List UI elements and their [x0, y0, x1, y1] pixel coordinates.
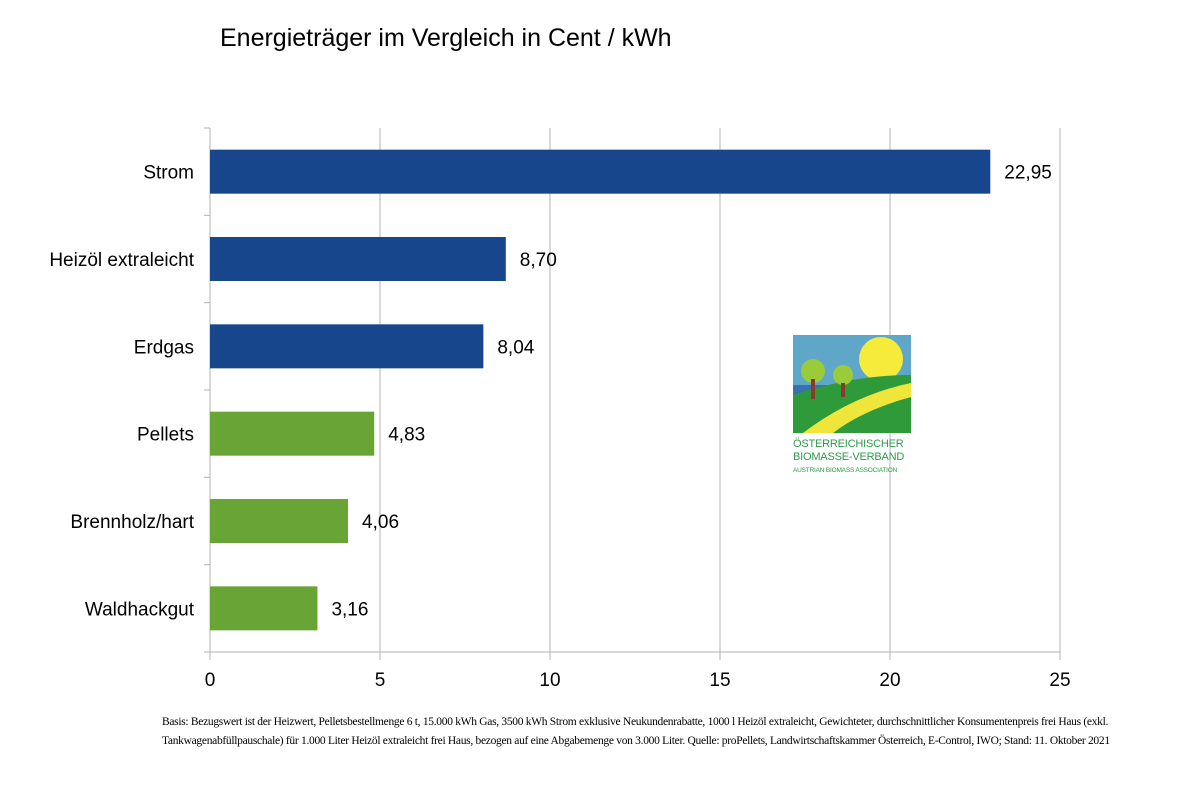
x-tick-label: 5 — [375, 670, 386, 691]
bar — [210, 324, 484, 369]
x-tick-label: 10 — [539, 670, 560, 691]
category-label: Erdgas — [134, 337, 194, 358]
data-label: 4,06 — [362, 512, 399, 533]
biomasse-verband-logo: Österreichischer Biomasse-Verband Austri… — [793, 335, 913, 477]
bar — [210, 586, 318, 631]
logo-text-line2: Biomasse-Verband — [793, 451, 905, 463]
category-label: Pellets — [137, 425, 194, 446]
footnote: Basis: Bezugswert ist der Heizwert, Pell… — [162, 716, 1110, 747]
bar — [210, 237, 506, 281]
data-label: 4,83 — [388, 425, 425, 446]
category-label: Strom — [143, 163, 194, 184]
logo-text-line3: Austrian Biomass Association — [793, 467, 898, 474]
x-tick-label: 20 — [879, 670, 900, 691]
category-label: Waldhackgut — [85, 599, 195, 620]
chart-title: Energieträger im Vergleich in Cent / kWh — [220, 24, 672, 52]
data-label: 8,70 — [520, 250, 557, 271]
x-tick-label: 0 — [205, 670, 216, 691]
category-label: Brennholz/hart — [70, 512, 194, 533]
x-tick-label: 15 — [709, 670, 730, 691]
bar — [210, 411, 375, 456]
data-label: 8,04 — [497, 337, 534, 358]
data-label: 3,16 — [331, 599, 368, 620]
category-label: Heizöl extraleicht — [49, 250, 194, 271]
data-label: 22,95 — [1004, 163, 1052, 184]
logo-text-line1: Österreichischer — [793, 438, 904, 450]
bar — [210, 149, 991, 194]
x-tick-label: 25 — [1049, 670, 1070, 691]
bar — [210, 499, 349, 543]
logo-image — [793, 335, 911, 433]
